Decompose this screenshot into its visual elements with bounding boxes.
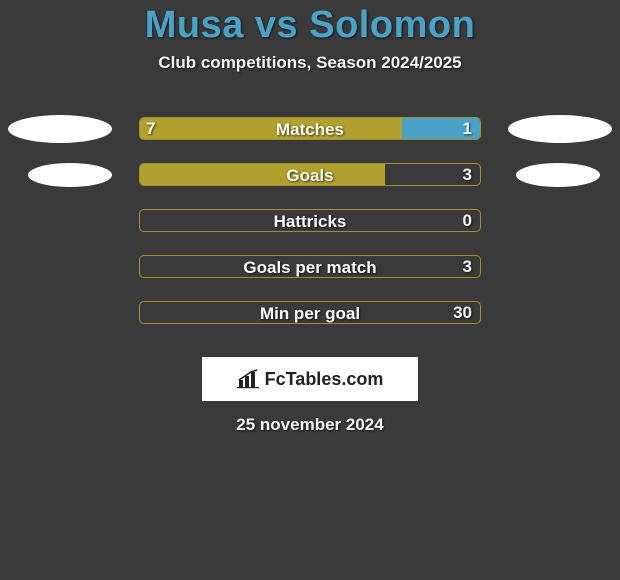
stat-bar-track: Goals per match [139,255,481,278]
stat-label: Goals per match [140,256,480,278]
stat-value-right: 3 [463,163,472,186]
player-left-marker [8,115,112,143]
stat-bar-left [140,118,402,139]
stat-row: Hattricks0 [0,207,620,253]
stat-row: Matches7 1 [0,115,620,161]
date-label: 25 november 2024 [0,415,620,435]
brand-name: FcTables.com [265,369,384,390]
stat-row: Goals per match3 [0,253,620,299]
comparison-card: Musa vs Solomon Club competitions, Seaso… [0,0,620,435]
brand-chart-icon [237,369,261,389]
stat-bar-track: Hattricks [139,209,481,232]
page-title: Musa vs Solomon [0,4,620,47]
player-left-marker [28,163,112,187]
stat-bar-track: Min per goal [139,301,481,324]
stat-rows: Matches71Goals3Hattricks0Goals per match… [0,115,620,345]
stat-row: Goals3 [0,161,620,207]
stat-value-right: 0 [463,209,472,232]
stat-bar-left [140,164,385,185]
stat-bar-track: Matches [139,117,481,140]
stat-row: Min per goal30 [0,299,620,345]
stat-value-right: 3 [463,255,472,278]
subtitle: Club competitions, Season 2024/2025 [0,53,620,73]
stat-value-left: 7 [146,117,155,140]
brand-box[interactable]: FcTables.com [202,357,418,401]
stat-value-right: 1 [463,117,472,140]
stat-value-right: 30 [453,301,472,324]
stat-bar-track: Goals [139,163,481,186]
stat-label: Min per goal [140,302,480,324]
player-right-marker [516,163,600,187]
stat-label: Hattricks [140,210,480,232]
player-right-marker [508,115,612,143]
